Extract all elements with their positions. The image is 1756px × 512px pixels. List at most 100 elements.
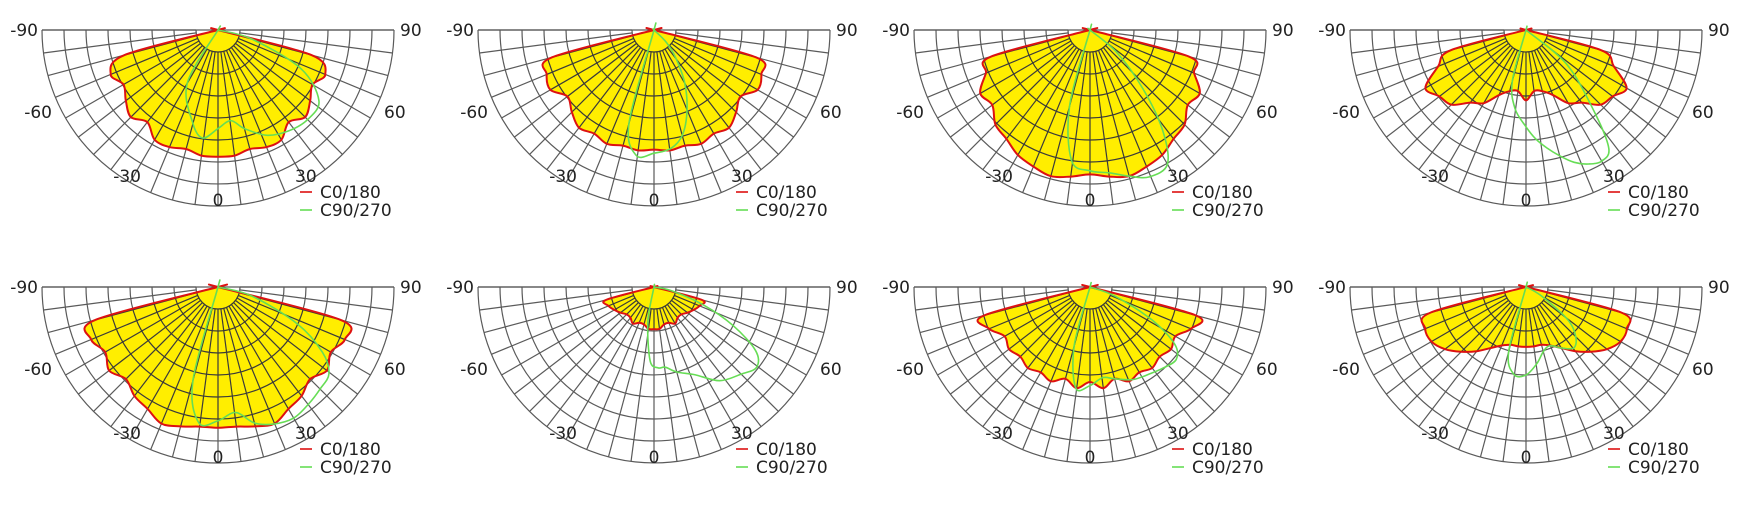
angle-tick-label: -60 bbox=[1332, 360, 1360, 380]
angle-tick-label: 30 bbox=[295, 167, 317, 187]
inner-grid-ring bbox=[609, 286, 699, 330]
inner-grid-spoke bbox=[980, 37, 1070, 98]
series-c90-270-line bbox=[627, 22, 688, 159]
inner-grid-spoke bbox=[1533, 50, 1594, 105]
grid-spoke bbox=[239, 32, 393, 54]
angle-tick-label: 0 bbox=[1521, 448, 1532, 468]
inner-grid-spoke bbox=[1541, 45, 1627, 105]
grid-spoke bbox=[479, 289, 633, 311]
angle-tick-label: 60 bbox=[1256, 360, 1278, 380]
inner-grid-spoke bbox=[220, 51, 242, 157]
inner-grid-spoke bbox=[672, 40, 766, 119]
angle-tick-label: 30 bbox=[295, 424, 317, 444]
legend-label: C90/270 bbox=[1628, 201, 1700, 221]
grid-spoke bbox=[671, 299, 794, 395]
angle-tick-label: 0 bbox=[213, 448, 224, 468]
inner-grid-spoke bbox=[671, 42, 766, 138]
angle-tick-label: -30 bbox=[113, 167, 141, 187]
inner-grid-spoke bbox=[980, 40, 1072, 119]
grid-spoke bbox=[664, 305, 743, 440]
inner-grid-ring bbox=[1437, 286, 1615, 352]
angle-tick-label: -90 bbox=[1318, 21, 1346, 41]
legend-label: C0/180 bbox=[756, 440, 817, 460]
legend-label: C0/180 bbox=[320, 440, 381, 460]
series-c90-270-line bbox=[1510, 25, 1610, 165]
grid-spoke bbox=[656, 308, 678, 462]
angle-tick-label: 30 bbox=[731, 424, 753, 444]
inner-grid-spoke bbox=[1538, 47, 1627, 105]
angle-tick-label: -30 bbox=[549, 424, 577, 444]
inner-grid-spoke bbox=[1536, 305, 1615, 352]
grid-spoke bbox=[565, 305, 644, 440]
inner-grid-spoke bbox=[1531, 308, 1573, 352]
legend-label: C0/180 bbox=[1192, 183, 1253, 203]
angle-tick-label: 90 bbox=[1272, 278, 1294, 298]
inner-grid-spoke bbox=[194, 308, 216, 428]
angle-tick-label: -60 bbox=[896, 103, 924, 123]
series-c90-270-line bbox=[1067, 23, 1169, 179]
legend-label: C90/270 bbox=[320, 458, 392, 478]
legend-label: C90/270 bbox=[756, 458, 828, 478]
series-c90-270-line bbox=[1072, 281, 1179, 392]
inner-grid-spoke bbox=[980, 42, 1073, 138]
angle-tick-label: -90 bbox=[446, 21, 474, 41]
angle-tick-label: 30 bbox=[731, 167, 753, 187]
inner-grid-spoke bbox=[1546, 294, 1631, 352]
angle-tick-label: 90 bbox=[400, 278, 422, 298]
inner-grid-spoke bbox=[1097, 307, 1158, 389]
polar-grid bbox=[477, 286, 831, 464]
angle-tick-label: 90 bbox=[400, 21, 422, 41]
inner-grid-spoke bbox=[1458, 50, 1519, 105]
inner-grid-spoke bbox=[1092, 308, 1114, 389]
grid-spoke bbox=[43, 289, 197, 311]
inner-grid-spoke bbox=[1425, 47, 1514, 105]
grid-spoke bbox=[1547, 289, 1701, 311]
inner-grid-spoke bbox=[542, 42, 637, 138]
angle-tick-label: 90 bbox=[836, 278, 858, 298]
angle-tick-label: 90 bbox=[1272, 21, 1294, 41]
angle-tick-label: 0 bbox=[649, 191, 660, 211]
inner-grid-spoke bbox=[1502, 308, 1524, 352]
inner-grid-spoke bbox=[674, 37, 766, 98]
inner-grid-spoke bbox=[1437, 48, 1516, 105]
grid-spoke bbox=[239, 289, 393, 311]
angle-tick-label: 60 bbox=[820, 103, 842, 123]
inner-grid-spoke bbox=[110, 40, 200, 119]
inner-grid-spoke bbox=[1528, 51, 1550, 105]
inner-grid-spoke bbox=[982, 304, 1078, 389]
inner-grid-spoke bbox=[542, 37, 634, 98]
grid-spoke bbox=[669, 302, 779, 412]
angle-tick-label: -60 bbox=[1332, 103, 1360, 123]
grid-spoke bbox=[43, 32, 197, 54]
series-c90-270-line bbox=[646, 283, 760, 382]
angle-tick-label: 0 bbox=[1521, 191, 1532, 211]
angle-tick-label: -60 bbox=[24, 360, 52, 380]
grid-spoke bbox=[586, 307, 647, 450]
inner-grid-spoke bbox=[586, 50, 647, 151]
series-c90-270-line bbox=[191, 279, 330, 427]
inner-grid-spoke bbox=[1092, 51, 1114, 178]
series-c0-180-line bbox=[976, 283, 1204, 390]
angle-tick-label: -30 bbox=[985, 167, 1013, 187]
inner-grid-spoke bbox=[84, 294, 198, 355]
inner-grid-spoke bbox=[1066, 308, 1088, 389]
legend-label: C0/180 bbox=[756, 183, 817, 203]
angle-tick-label: 90 bbox=[836, 21, 858, 41]
grid-spoke bbox=[659, 308, 701, 458]
grid-spoke bbox=[514, 299, 637, 395]
inner-grid-spoke bbox=[1095, 51, 1137, 178]
inner-grid-spoke bbox=[1107, 42, 1200, 138]
inner-grid-spoke bbox=[1437, 305, 1516, 352]
inner-grid-spoke bbox=[1543, 42, 1627, 105]
angle-tick-label: -60 bbox=[24, 103, 52, 123]
angle-tick-label: -90 bbox=[882, 278, 910, 298]
inner-grid-spoke bbox=[630, 51, 652, 151]
angle-tick-label: 30 bbox=[1603, 424, 1625, 444]
angle-tick-label: -30 bbox=[1421, 167, 1449, 187]
inner-grid-spoke bbox=[1544, 40, 1627, 105]
inner-grid-spoke bbox=[223, 51, 265, 157]
inner-grid-spoke bbox=[1531, 51, 1573, 105]
angle-tick-label: 0 bbox=[213, 191, 224, 211]
grid-spoke bbox=[1351, 289, 1505, 311]
